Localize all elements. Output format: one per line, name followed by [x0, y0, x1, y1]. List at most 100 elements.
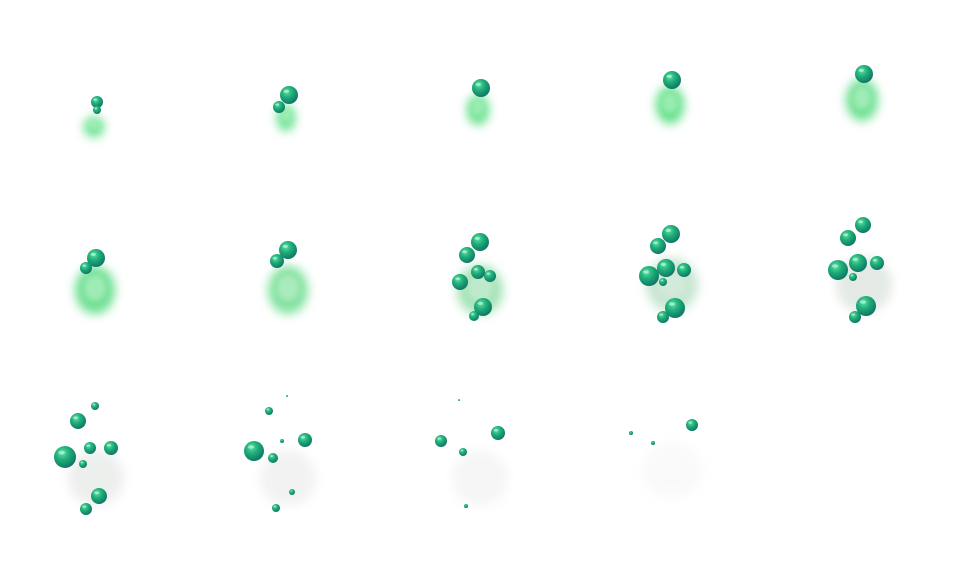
bubble-highlight — [270, 455, 273, 457]
frame-12 — [244, 395, 316, 512]
bubble-highlight — [82, 505, 86, 508]
bubble-sphere — [629, 431, 633, 435]
gas-cloud — [75, 266, 115, 314]
bubble-sphere — [855, 217, 871, 233]
bubble — [856, 296, 876, 316]
gas-cloud — [84, 117, 104, 137]
bubble-sphere — [84, 442, 96, 454]
bubble-highlight — [669, 302, 675, 306]
gas-cloud — [656, 86, 684, 124]
gas-cloud — [467, 95, 489, 125]
bubble-highlight — [455, 277, 460, 281]
bubble — [273, 101, 285, 113]
frame-2 — [273, 86, 298, 131]
cloud-core — [277, 274, 299, 302]
bubble-sphere — [91, 402, 99, 410]
bubble-sphere — [452, 274, 468, 290]
bubble-sphere — [80, 503, 92, 515]
bubble-highlight — [872, 258, 878, 262]
bubble-highlight — [282, 244, 288, 249]
bubble-highlight — [86, 444, 90, 447]
bubble-highlight — [300, 435, 305, 439]
bubble-highlight — [832, 264, 838, 268]
bubble-sphere — [79, 460, 87, 468]
gas-cloud — [846, 79, 878, 121]
cloud-core — [848, 267, 880, 299]
bubble-highlight — [666, 74, 672, 79]
bubble — [474, 298, 492, 316]
bubble-sphere — [650, 238, 666, 254]
bubble — [471, 265, 485, 279]
bubble-highlight — [688, 421, 692, 424]
frame-5 — [846, 65, 878, 121]
bubble — [279, 241, 297, 259]
bubble-sphere — [855, 65, 873, 83]
bubble — [849, 254, 867, 272]
bubble — [91, 402, 99, 410]
cloud-core — [655, 452, 689, 484]
bubble — [244, 441, 264, 461]
bubble-highlight — [858, 68, 864, 73]
bubble-sphere — [484, 270, 496, 282]
bubble-sphere — [80, 262, 92, 274]
frame-8 — [452, 233, 503, 321]
bubble-highlight — [92, 403, 96, 406]
bubble-sphere — [244, 441, 264, 461]
bubble-highlight — [94, 491, 99, 495]
bubble — [828, 260, 848, 280]
bubble-sphere — [471, 233, 489, 251]
frame-7 — [268, 241, 308, 314]
bubble — [298, 433, 312, 447]
bubble-sphere — [469, 311, 479, 321]
frame-13 — [435, 399, 508, 508]
bubble-highlight — [460, 449, 463, 452]
bubble — [464, 504, 468, 508]
gas-cloud — [452, 450, 508, 506]
bubble-highlight — [272, 256, 277, 260]
bubble — [870, 256, 884, 270]
bubble — [54, 446, 76, 468]
bubble — [662, 225, 680, 243]
bubble — [270, 254, 284, 268]
bubble — [471, 233, 489, 251]
bubble — [849, 311, 861, 323]
bubble-highlight — [852, 257, 858, 262]
frame-9 — [639, 225, 698, 323]
bubble-highlight — [858, 220, 863, 224]
bubble — [452, 274, 468, 290]
cloud-core — [88, 119, 100, 131]
bubble — [104, 441, 118, 455]
bubble-highlight — [266, 408, 269, 411]
bubble — [459, 247, 475, 263]
bubble-sphere — [686, 419, 698, 431]
bubble-sphere — [849, 254, 867, 272]
bubble-sphere — [91, 488, 107, 504]
cloud-core — [84, 274, 106, 302]
bubble — [435, 435, 447, 447]
bubble — [286, 395, 288, 397]
bubble-highlight — [273, 505, 276, 508]
bubble — [665, 298, 685, 318]
bubble-sphere — [639, 266, 659, 286]
bubble-highlight — [493, 428, 498, 432]
bubble-sphere — [472, 79, 490, 97]
bubble-highlight — [106, 443, 111, 447]
bubble-highlight — [477, 301, 483, 306]
bubble-sphere — [280, 86, 298, 104]
bubble-highlight — [679, 265, 685, 269]
frame-11 — [54, 402, 124, 515]
bubble-sphere — [265, 407, 273, 415]
bubble-highlight — [462, 250, 467, 254]
bubble-sphere — [459, 247, 475, 263]
bubble — [840, 230, 856, 246]
bubble — [629, 431, 633, 435]
bubble-highlight — [58, 450, 65, 455]
bubble-highlight — [437, 437, 442, 440]
bubble — [650, 238, 666, 254]
bubble — [80, 262, 92, 274]
bubble-highlight — [659, 313, 663, 316]
bubble-highlight — [660, 279, 663, 282]
bubble — [855, 217, 871, 233]
bubble — [484, 270, 496, 282]
